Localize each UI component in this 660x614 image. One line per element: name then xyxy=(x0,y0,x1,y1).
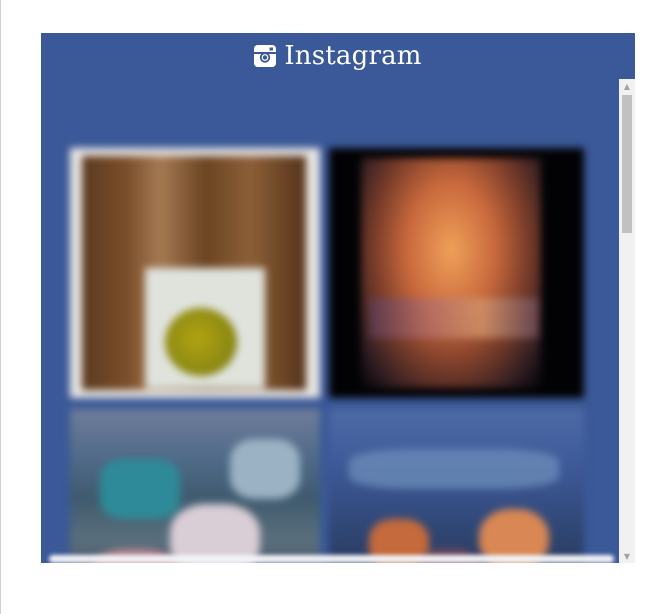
widget-header: Instagram xyxy=(41,33,635,79)
feed-bottom-fade xyxy=(49,555,614,563)
photo-tile[interactable] xyxy=(329,148,584,398)
feed-scrollbar[interactable]: ▲ ▼ xyxy=(619,79,635,563)
scroll-down-icon[interactable]: ▼ xyxy=(623,551,631,561)
instagram-icon xyxy=(254,45,277,67)
photo-tile[interactable] xyxy=(70,148,320,398)
photo-tile[interactable] xyxy=(70,409,320,563)
photo-tile[interactable] xyxy=(329,409,584,563)
scroll-thumb[interactable] xyxy=(622,95,632,233)
widget-title: Instagram xyxy=(284,41,422,71)
scroll-up-icon[interactable]: ▲ xyxy=(623,81,631,91)
photo-feed[interactable] xyxy=(41,79,619,563)
instagram-widget: Instagram ▲ ▼ xyxy=(41,33,635,563)
